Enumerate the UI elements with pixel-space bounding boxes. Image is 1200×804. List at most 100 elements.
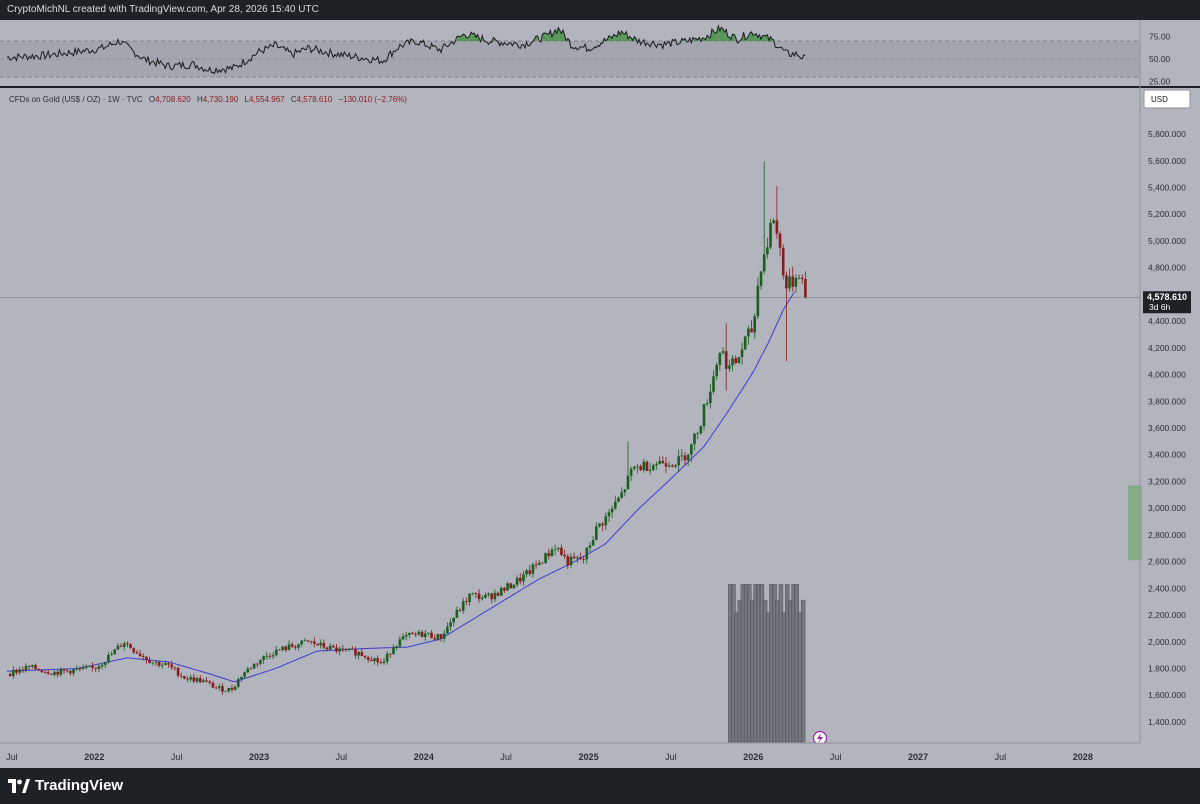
price-tick-label-21: 1,600.000 bbox=[1148, 690, 1186, 700]
candle-body bbox=[750, 328, 753, 333]
candle bbox=[477, 589, 481, 603]
rsi-overbought-segment bbox=[618, 31, 621, 41]
chart-frame[interactable]: 75.00 50.00 25.00 CFDs on Gold (US$ / OZ) … bbox=[0, 20, 1200, 768]
candle bbox=[556, 547, 560, 552]
candle-body bbox=[164, 663, 167, 665]
candle-body bbox=[221, 686, 224, 692]
candle bbox=[671, 464, 674, 468]
candle-body bbox=[107, 655, 110, 663]
candle-body bbox=[224, 691, 227, 692]
candle bbox=[537, 559, 541, 566]
price-tick-label-8: 4,200.000 bbox=[1148, 343, 1186, 353]
rsi-overbought-segment bbox=[724, 29, 727, 41]
candle bbox=[446, 622, 449, 634]
candle bbox=[236, 677, 240, 689]
candle bbox=[702, 404, 706, 431]
candle bbox=[601, 522, 604, 532]
chart-svg[interactable]: 75.00 50.00 25.00 CFDs on Gold (US$ / OZ) … bbox=[0, 20, 1200, 768]
currency-button[interactable]: USD bbox=[1143, 89, 1191, 109]
candle bbox=[379, 658, 383, 665]
currency-button-label[interactable]: USD bbox=[1151, 95, 1168, 104]
candle bbox=[230, 684, 234, 693]
candle-body bbox=[569, 556, 573, 566]
rsi-overbought-segment bbox=[558, 27, 560, 41]
time-axis-bg[interactable] bbox=[0, 743, 1200, 768]
candle-body bbox=[753, 316, 757, 333]
candle bbox=[281, 645, 284, 652]
candle bbox=[626, 441, 630, 490]
candle bbox=[31, 664, 34, 669]
candle-body bbox=[674, 465, 677, 467]
candle bbox=[88, 665, 91, 668]
candle-body bbox=[423, 633, 427, 638]
candle-body bbox=[34, 664, 37, 670]
candle bbox=[439, 634, 443, 642]
candle bbox=[715, 362, 718, 381]
candle-body bbox=[709, 391, 712, 404]
candle bbox=[103, 661, 107, 669]
candle bbox=[775, 186, 779, 239]
candle bbox=[148, 656, 151, 664]
candle-body bbox=[300, 640, 303, 645]
candle bbox=[40, 669, 44, 673]
candle bbox=[493, 589, 497, 603]
candle bbox=[145, 656, 148, 664]
candle-body bbox=[116, 645, 120, 650]
candle-body bbox=[227, 687, 231, 692]
candle bbox=[91, 662, 94, 672]
candle bbox=[160, 661, 164, 669]
candle bbox=[661, 455, 665, 464]
candle bbox=[550, 546, 554, 557]
candle-body bbox=[84, 666, 88, 668]
candle bbox=[800, 274, 804, 285]
candle bbox=[544, 552, 547, 564]
legend-high-label: H bbox=[197, 95, 203, 104]
time-axis[interactable]: Jul 2022 Jul 2023 Jul 2024 Jul 2025 Jul 2026 Jul 20… bbox=[6, 752, 1093, 762]
candle-body bbox=[664, 463, 668, 467]
candle bbox=[747, 325, 750, 345]
candle-body bbox=[547, 553, 551, 557]
rsi-tick-label-2: 25.00 bbox=[1149, 77, 1171, 87]
candle-body bbox=[671, 465, 674, 467]
candle bbox=[547, 548, 551, 560]
candle bbox=[503, 587, 506, 594]
candle-body bbox=[563, 554, 566, 557]
candle bbox=[506, 582, 509, 592]
candle-body bbox=[439, 634, 443, 639]
time-tick-label-2: Jul bbox=[171, 752, 183, 762]
rsi-overbought-segment bbox=[548, 30, 551, 41]
candle bbox=[373, 657, 376, 665]
candle bbox=[743, 335, 747, 350]
candle-body bbox=[46, 672, 50, 674]
tradingview-logo[interactable]: TradingView bbox=[8, 777, 123, 794]
legend-symbol: CFDs on Gold (US$ / OZ) · 1W · TVC bbox=[9, 95, 143, 104]
candle bbox=[636, 464, 639, 474]
candle bbox=[781, 244, 785, 280]
candle bbox=[249, 667, 253, 670]
time-tick-label-3: 2023 bbox=[249, 752, 269, 762]
candle bbox=[785, 271, 788, 362]
candle-body bbox=[240, 676, 243, 680]
candle bbox=[195, 676, 199, 684]
candle bbox=[303, 637, 307, 642]
candle bbox=[189, 674, 193, 682]
candle-body bbox=[699, 426, 703, 434]
candle-body bbox=[322, 642, 326, 648]
candle-body bbox=[788, 276, 791, 289]
price-tick-label-1: 5,600.000 bbox=[1148, 156, 1186, 166]
candle-body bbox=[639, 466, 642, 471]
candle bbox=[724, 323, 728, 391]
candle bbox=[465, 597, 468, 606]
candle-body bbox=[769, 223, 772, 248]
candle bbox=[78, 666, 82, 672]
candle bbox=[221, 683, 224, 696]
candle bbox=[183, 675, 186, 680]
candle-body bbox=[579, 557, 582, 560]
candle bbox=[141, 653, 145, 661]
candle-body bbox=[294, 646, 297, 648]
price-tick-label-16: 2,600.000 bbox=[1148, 557, 1186, 567]
last-price-value: 4,578.610 bbox=[1147, 292, 1187, 302]
candle-body bbox=[325, 647, 329, 650]
price-tick-label-13: 3,200.000 bbox=[1148, 476, 1186, 486]
candle bbox=[65, 669, 69, 673]
